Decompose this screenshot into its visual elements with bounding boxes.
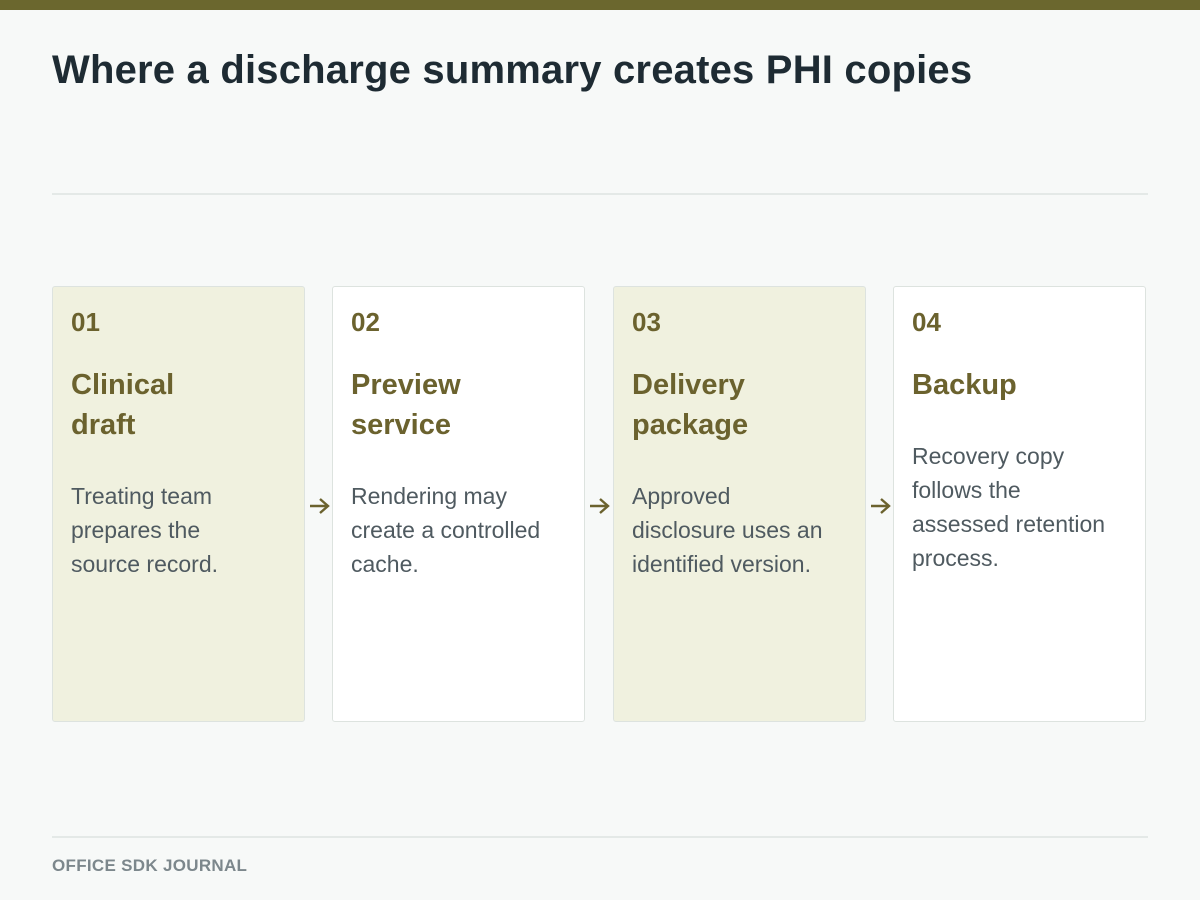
step-number: 03 bbox=[632, 307, 661, 337]
step-title: Preview service bbox=[351, 369, 461, 441]
step-description: Rendering may create a controlled cache. bbox=[351, 483, 541, 577]
step-number: 04 bbox=[912, 307, 941, 337]
step-description: Approved disclosure uses an identified v… bbox=[632, 483, 823, 577]
step-description: Treating team prepares the source record… bbox=[71, 483, 219, 577]
header-divider bbox=[52, 193, 1148, 195]
step-title: Clinical draft bbox=[71, 369, 175, 441]
footer-publication: OFFICE SDK JOURNAL bbox=[52, 856, 248, 875]
step-card-backup: 04 Backup Recovery copy follows the asse… bbox=[893, 286, 1146, 722]
step-title: Backup bbox=[912, 369, 1017, 401]
page-title: Where a discharge summary creates PHI co… bbox=[52, 48, 973, 92]
step-card-clinical-draft: 01 Clinical draft Treating team prepares… bbox=[52, 286, 305, 722]
arrow-right-icon bbox=[871, 498, 891, 514]
process-flow: 01 Clinical draft Treating team prepares… bbox=[52, 286, 1148, 724]
top-accent-bar bbox=[0, 0, 1200, 10]
step-card-preview-service: 02 Preview service Rendering may create … bbox=[332, 286, 585, 722]
step-number: 02 bbox=[351, 307, 380, 337]
arrow-right-icon bbox=[310, 498, 330, 514]
footer-divider bbox=[52, 836, 1148, 838]
arrow-right-icon bbox=[590, 498, 610, 514]
step-card-delivery-package: 03 Delivery package Approved disclosure … bbox=[613, 286, 866, 722]
step-title: Delivery package bbox=[632, 369, 749, 441]
step-description: Recovery copy follows the assessed reten… bbox=[912, 443, 1106, 571]
step-number: 01 bbox=[71, 307, 100, 337]
